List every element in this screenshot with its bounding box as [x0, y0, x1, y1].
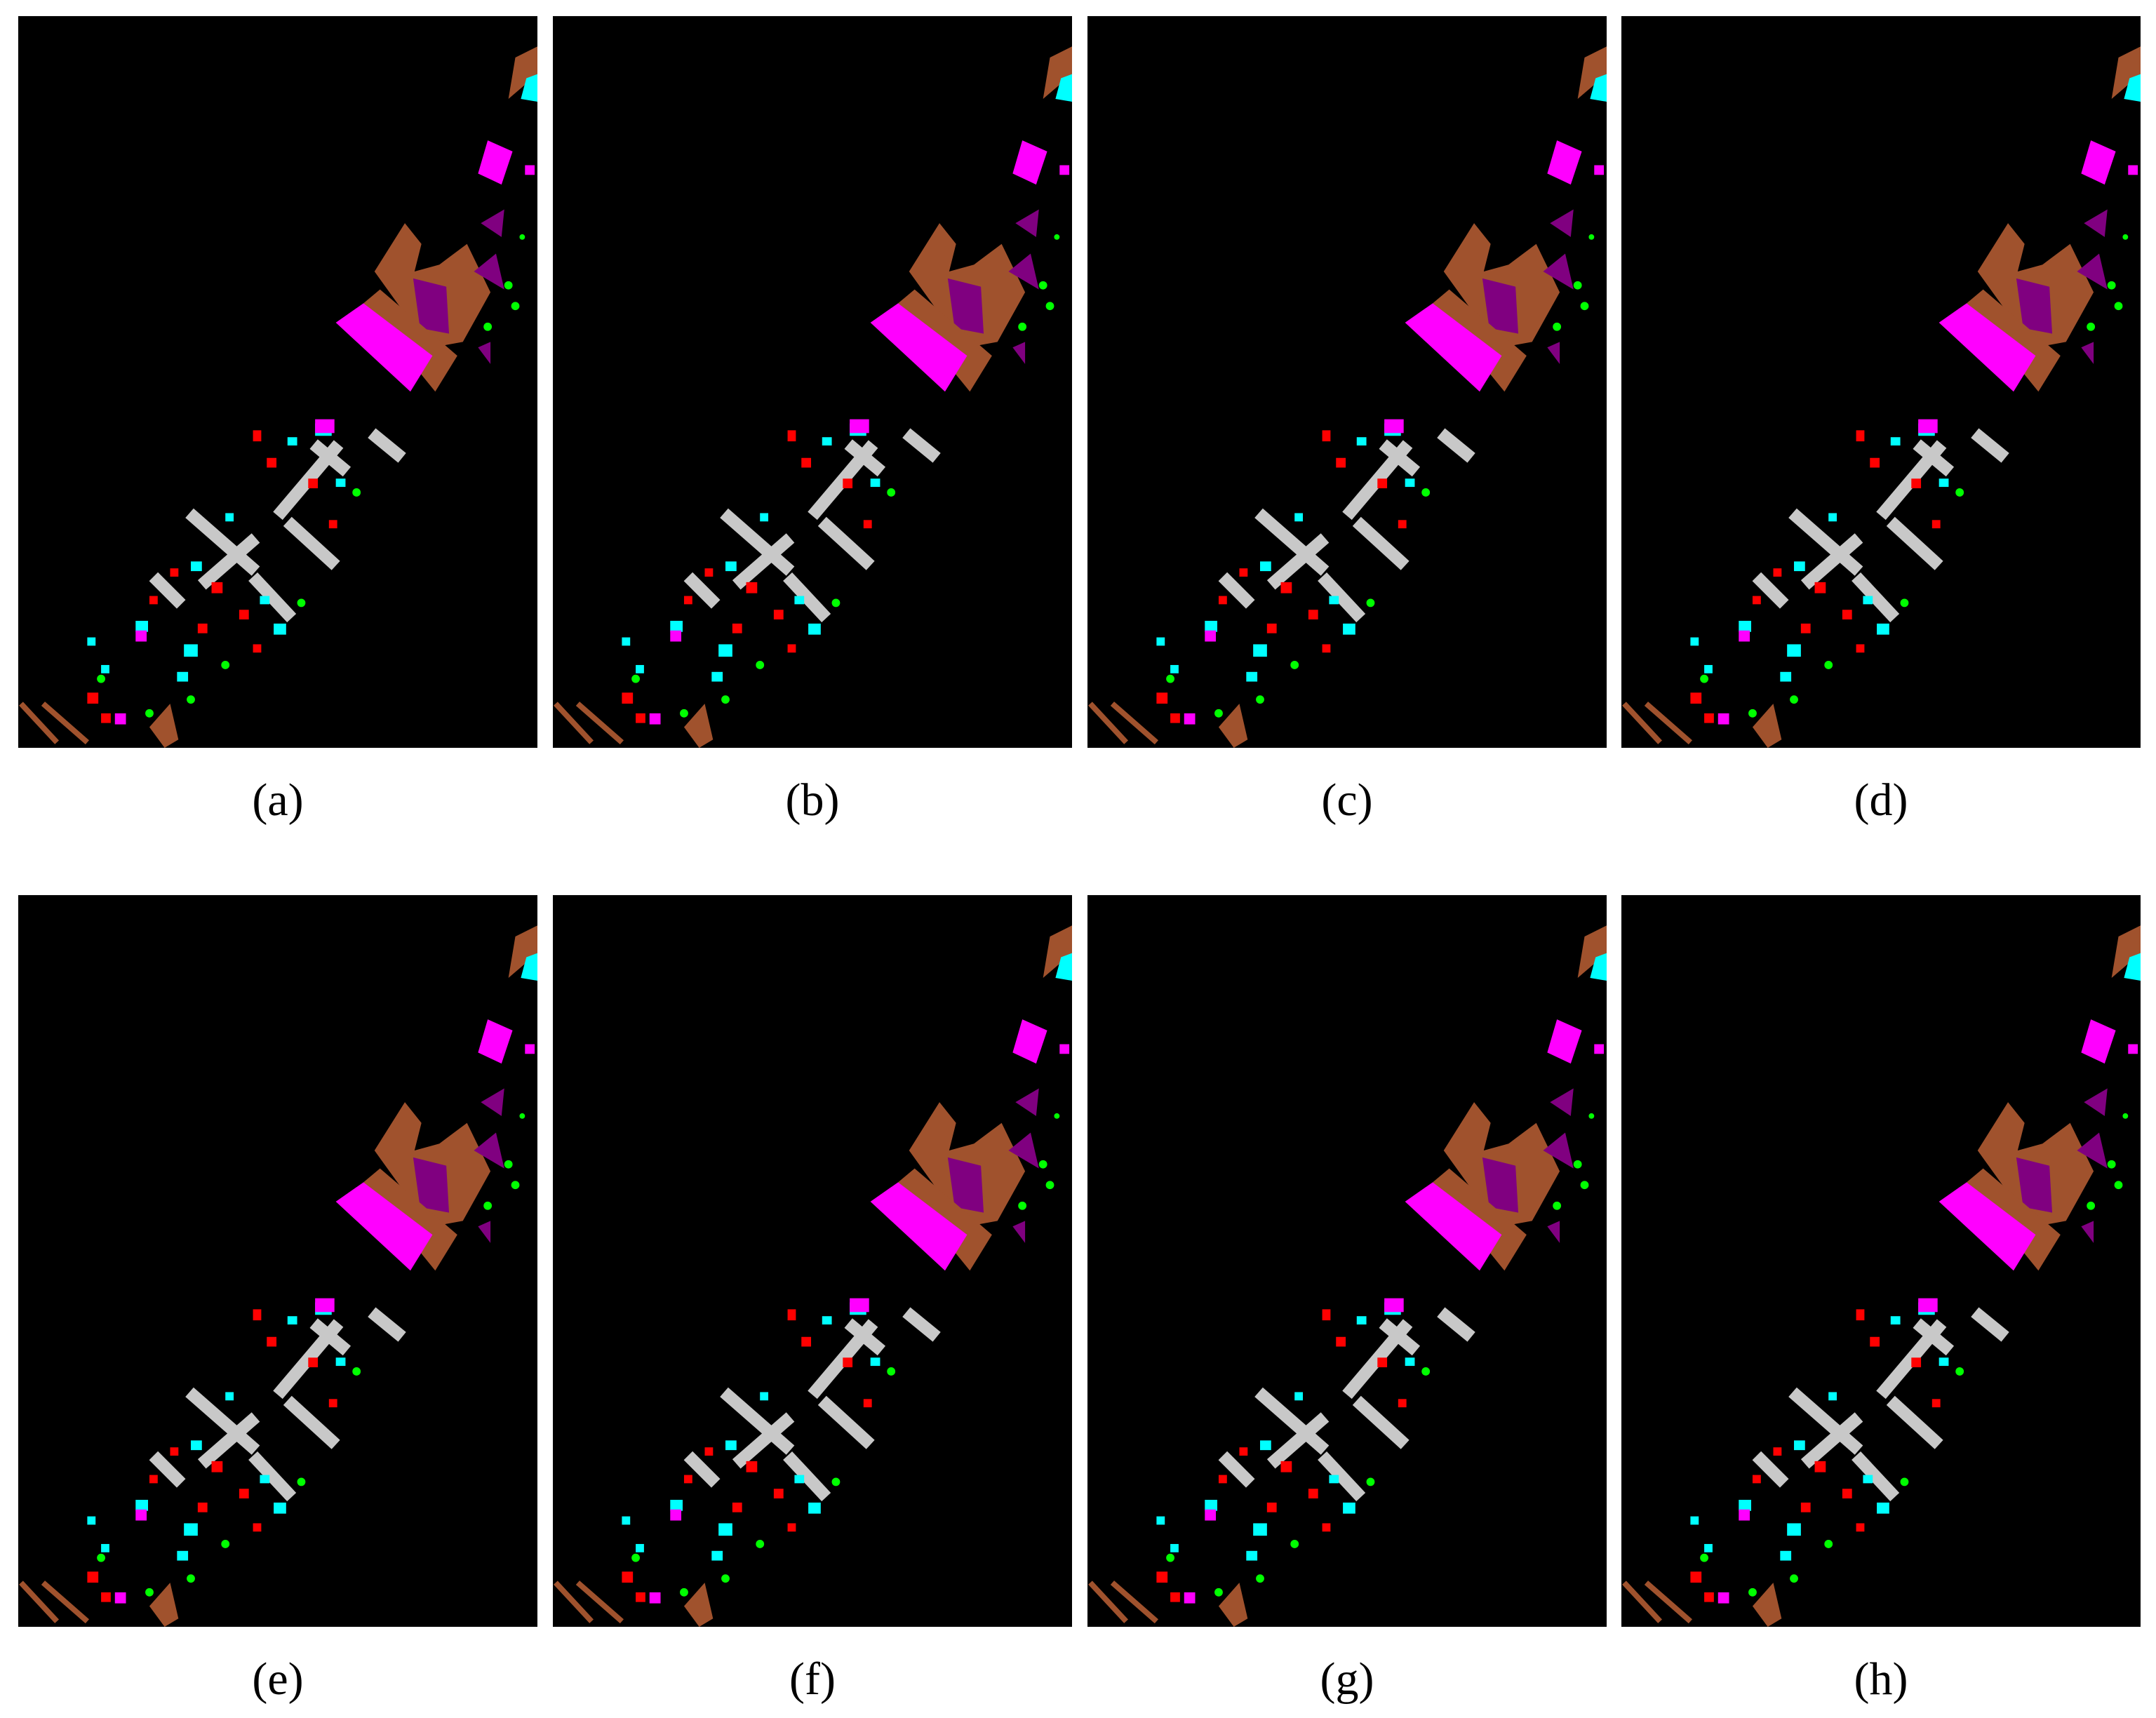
classification-map: [1087, 16, 1607, 748]
panel-label: (f): [789, 1653, 836, 1705]
classification-map: [18, 895, 537, 1627]
classification-map: [1621, 895, 2141, 1627]
panel-label: (e): [252, 1653, 303, 1705]
classification-map: [553, 16, 1072, 748]
panel-label: (c): [1321, 774, 1372, 826]
panel-label: (h): [1854, 1653, 1908, 1705]
classification-map: [18, 16, 537, 748]
classification-map: [1087, 895, 1607, 1627]
classification-map: [1621, 16, 2141, 748]
panel-label: (d): [1854, 774, 1908, 826]
panel-label: (b): [786, 774, 840, 826]
classification-map: [553, 895, 1072, 1627]
panel-label: (a): [252, 774, 303, 826]
panel-label: (g): [1320, 1653, 1374, 1705]
